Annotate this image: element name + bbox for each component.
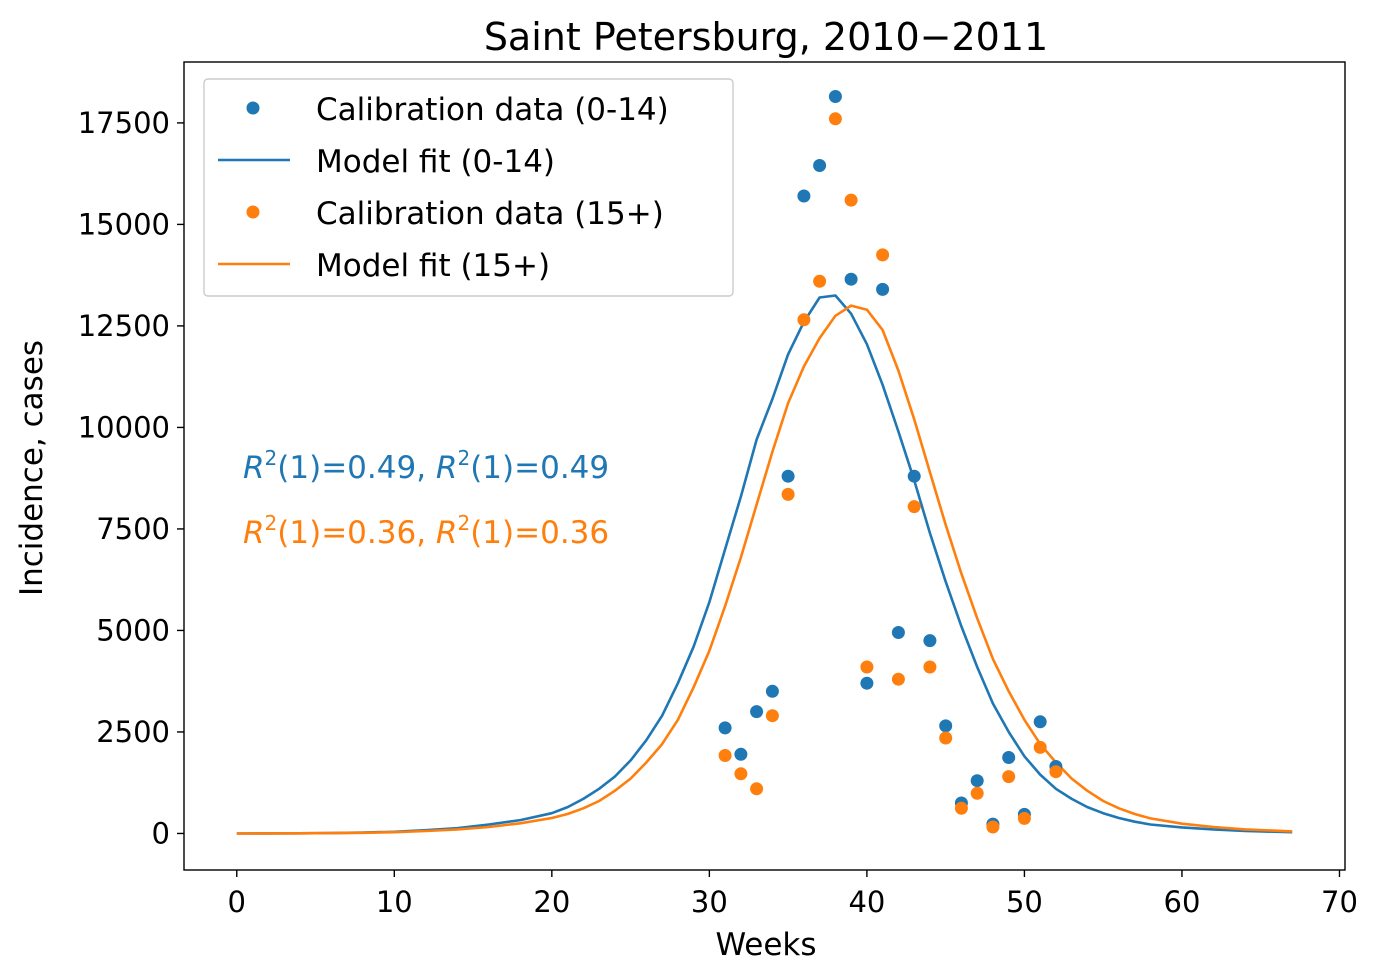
data-point-calibration-data-0-14 <box>970 774 984 788</box>
r2-value-a-0-14: 0.49 <box>347 450 416 486</box>
data-point-calibration-data-0-14 <box>939 719 953 733</box>
x-tick-label: 10 <box>376 885 413 919</box>
x-axis-label: Weeks <box>715 927 816 963</box>
y-axis-ticks: 0 2500 5000 7500 10000 12500 15000 17500 <box>78 106 184 850</box>
data-point-calibration-data-15 <box>828 112 842 126</box>
data-point-calibration-data-15 <box>1002 770 1016 784</box>
data-point-calibration-data-15 <box>813 274 827 288</box>
data-point-calibration-data-0-14 <box>781 469 795 483</box>
data-point-calibration-data-15 <box>970 786 984 800</box>
legend-marker-calibration-0-14 <box>246 101 260 115</box>
legend-label-model-0-14: Model fit (0-14) <box>316 144 555 180</box>
data-point-calibration-data-0-14 <box>765 684 779 698</box>
data-point-calibration-data-0-14 <box>828 90 842 103</box>
series-line-model-fit-15 <box>236 304 1293 835</box>
data-point-calibration-data-15 <box>907 500 921 514</box>
legend: Calibration data (0-14) Model fit (0-14)… <box>203 78 734 297</box>
data-point-calibration-data-0-14 <box>876 282 890 296</box>
data-point-calibration-data-15 <box>844 193 858 207</box>
legend-label-calibration-15plus: Calibration data (15+) <box>316 196 664 232</box>
legend-label-calibration-0-14: Calibration data (0-14) <box>316 92 669 128</box>
x-axis-ticks: 0 10 20 30 40 50 60 70 <box>228 870 1358 919</box>
data-point-calibration-data-0-14 <box>734 747 748 761</box>
data-point-calibration-data-15 <box>781 487 795 501</box>
y-axis-label: Incidence, cases <box>14 340 50 596</box>
annotation-0-14: R2(1)=0.49, R2(1)=0.49 <box>243 446 609 486</box>
data-point-calibration-data-15 <box>1017 811 1031 825</box>
scatter-points <box>718 90 1063 834</box>
y-tick-label: 15000 <box>78 207 170 241</box>
data-point-calibration-data-0-14 <box>860 676 874 690</box>
data-point-calibration-data-15 <box>923 660 937 674</box>
y-tick-label: 12500 <box>78 309 170 343</box>
data-point-calibration-data-15 <box>797 313 811 327</box>
x-tick-label: 40 <box>848 885 885 919</box>
y-tick-label: 0 <box>152 816 170 850</box>
data-point-calibration-data-0-14 <box>907 469 921 483</box>
r2-annotation-0-14: R2(1)=0.49, R2(1)=0.49 <box>243 446 609 486</box>
y-tick-label: 10000 <box>78 410 170 444</box>
data-point-calibration-data-0-14 <box>797 189 811 203</box>
data-point-calibration-data-0-14 <box>1002 751 1016 764</box>
y-tick-label: 5000 <box>96 613 170 647</box>
annotation-15plus: R2(1)=0.36, R2(1)=0.36 <box>243 511 609 551</box>
y-tick-label: 7500 <box>96 512 170 546</box>
data-point-calibration-data-0-14 <box>891 626 905 639</box>
data-point-calibration-data-15 <box>939 731 953 745</box>
x-tick-label: 60 <box>1164 885 1201 919</box>
x-tick-label: 20 <box>533 885 570 919</box>
data-point-calibration-data-0-14 <box>923 634 937 648</box>
data-point-calibration-data-15 <box>1033 740 1047 754</box>
data-point-calibration-data-15 <box>1049 765 1063 779</box>
data-point-calibration-data-15 <box>891 672 905 686</box>
data-point-calibration-data-15 <box>986 820 1000 834</box>
legend-box <box>203 78 734 297</box>
x-tick-label: 50 <box>1006 885 1043 919</box>
chart-title: Saint Petersburg, 2010−2011 <box>484 15 1048 59</box>
data-point-calibration-data-0-14 <box>718 721 732 735</box>
data-point-calibration-data-15 <box>954 801 968 815</box>
data-point-calibration-data-15 <box>734 767 748 781</box>
data-point-calibration-data-0-14 <box>813 159 827 172</box>
y-tick-label: 17500 <box>78 106 170 140</box>
data-point-calibration-data-0-14 <box>750 705 764 719</box>
data-point-calibration-data-15 <box>765 709 779 723</box>
x-tick-label: 30 <box>691 885 728 919</box>
y-tick-label: 2500 <box>96 715 170 749</box>
data-point-calibration-data-15 <box>750 782 764 796</box>
r2-annotation-15plus: R2(1)=0.36, R2(1)=0.36 <box>243 511 609 551</box>
r2-value-a-15plus: 0.36 <box>347 515 416 551</box>
x-tick-label: 70 <box>1321 885 1358 919</box>
r2-value-b-0-14: 0.49 <box>540 450 609 486</box>
plot-frame <box>183 61 1346 871</box>
data-point-calibration-data-15 <box>718 749 732 762</box>
data-point-calibration-data-0-14 <box>1033 715 1047 729</box>
r2-value-b-15plus: 0.36 <box>540 515 609 551</box>
x-tick-label: 0 <box>228 885 246 919</box>
legend-marker-calibration-15plus <box>246 205 260 219</box>
data-point-calibration-data-0-14 <box>844 272 858 286</box>
data-point-calibration-data-15 <box>876 248 890 262</box>
legend-label-model-15plus: Model fit (15+) <box>316 248 550 284</box>
data-point-calibration-data-15 <box>860 660 874 674</box>
